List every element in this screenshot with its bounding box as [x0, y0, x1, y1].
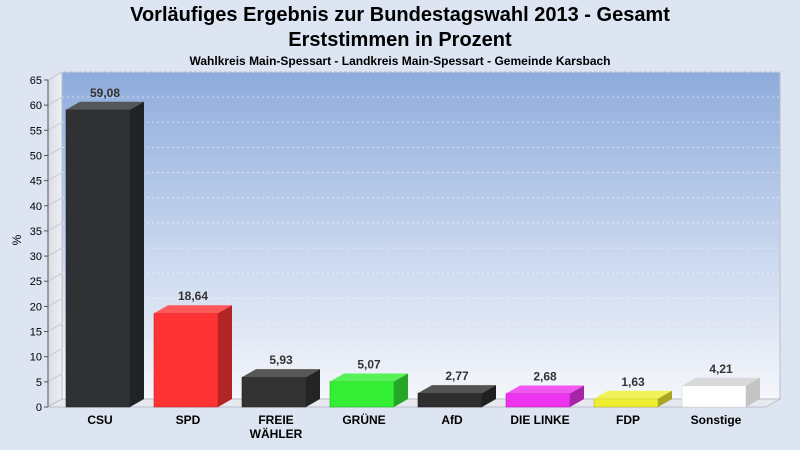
data-label: 1,63	[621, 375, 645, 389]
bar-front	[153, 312, 219, 408]
y-tick-label: 15	[30, 327, 42, 339]
bar-fdp: 1,63	[593, 375, 672, 408]
bar-spd: 18,64	[153, 289, 232, 408]
gridline-wall	[47, 247, 63, 257]
gridline-wall	[47, 272, 63, 282]
chart-title: Vorläufiges Ergebnis zur Bundestagswahl …	[130, 4, 670, 26]
bar-die linke: 2,68	[505, 370, 584, 408]
y-tick-label: 60	[30, 100, 42, 112]
y-tick-label: 20	[30, 301, 42, 313]
y-tick-label: 55	[30, 125, 42, 137]
category-label: CSU	[87, 413, 112, 427]
gridlines	[47, 71, 780, 383]
bar-front	[417, 392, 483, 408]
y-tick-label: 45	[30, 176, 42, 188]
data-label: 2,77	[445, 369, 469, 383]
bar-csu: 59,08	[65, 86, 144, 408]
bar-grüne: 5,07	[329, 357, 408, 408]
bar-afd: 2,77	[417, 369, 496, 408]
category-label: WÄHLER	[250, 426, 303, 441]
category-label: SPD	[176, 413, 201, 427]
gridline-wall	[47, 96, 63, 106]
gridline-wall	[47, 121, 63, 131]
category-label: FREIE	[258, 413, 293, 427]
bar-top	[242, 369, 320, 378]
bar-side	[746, 377, 760, 407]
bar-side	[306, 369, 320, 407]
category-label: DIE LINKE	[510, 413, 569, 427]
data-label: 59,08	[90, 86, 120, 100]
gridline-wall	[47, 71, 63, 81]
y-tick-label: 10	[30, 352, 42, 364]
y-tick-label: 0	[36, 402, 42, 414]
data-label: 4,21	[709, 362, 733, 376]
bar-top	[66, 101, 144, 110]
bars: 59,08 18,64 5,93 5,07 2,77 2,68 1,63 4,21	[65, 86, 760, 408]
y-tick-label: 40	[30, 201, 42, 213]
bar-side	[218, 305, 232, 407]
y-tick-label: 5	[36, 377, 42, 389]
bar-side	[658, 390, 672, 407]
gridline-wall	[47, 323, 63, 332]
bar-side	[130, 101, 144, 407]
bar-front	[681, 385, 747, 408]
y-axis-label: %	[10, 234, 24, 245]
gridline-wall	[47, 197, 63, 207]
bar-front	[241, 376, 307, 408]
category-label: FDP	[616, 413, 640, 427]
bar-side	[570, 385, 584, 407]
y-tick-label: 25	[30, 276, 42, 288]
bar-freie-wähler: 5,93	[241, 353, 320, 408]
bar-top	[418, 385, 496, 394]
gridline-wall	[47, 348, 63, 358]
data-label: 5,07	[357, 357, 381, 371]
category-label: Sonstige	[691, 413, 742, 427]
category-label: AfD	[441, 413, 463, 427]
bar-sonstige: 4,21	[681, 362, 760, 408]
chart-title-line2: Erststimmen in Prozent	[288, 29, 512, 51]
bar-front	[65, 109, 131, 408]
bar-side	[394, 373, 408, 407]
chart-subtitle: Wahlkreis Main-Spessart - Landkreis Main…	[189, 54, 611, 68]
bar-front	[329, 381, 395, 408]
y-tick-label: 30	[30, 251, 42, 263]
y-tick-label: 65	[30, 75, 42, 87]
bar-top	[594, 390, 672, 399]
bar-top	[682, 377, 760, 386]
bar-side	[482, 385, 496, 407]
y-tick-label: 50	[30, 150, 42, 162]
gridline-wall	[47, 297, 63, 307]
data-label: 18,64	[178, 289, 208, 303]
y-tick-label: 35	[30, 226, 42, 238]
bar-top	[154, 305, 232, 314]
y-axis: 0 5 10 15 20 25 30 35 40 45 50 55 60 65	[30, 75, 49, 414]
gridline-wall	[47, 373, 63, 383]
bar-top	[330, 373, 408, 382]
category-label: GRÜNE	[342, 412, 385, 427]
bar-front	[505, 393, 571, 408]
bar-front	[593, 398, 659, 408]
data-label: 2,68	[533, 370, 557, 384]
gridline-wall	[47, 147, 63, 156]
bar-top	[506, 385, 584, 394]
plot-left-wall	[47, 71, 63, 408]
gridline-wall	[47, 172, 63, 182]
gridline-wall	[47, 222, 63, 232]
data-label: 5,93	[269, 353, 293, 367]
